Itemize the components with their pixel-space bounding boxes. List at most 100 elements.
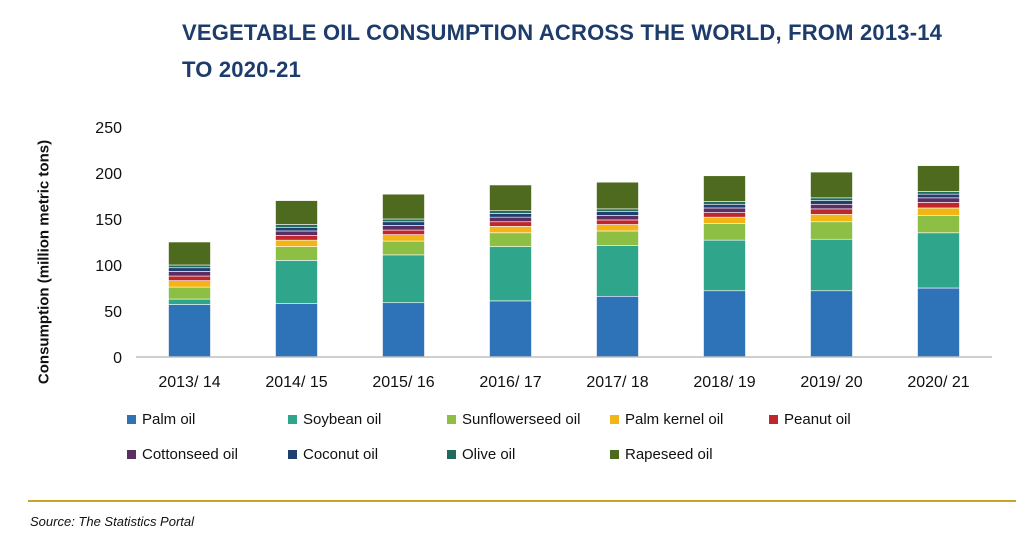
- y-tick-label: 0: [113, 350, 122, 367]
- x-axis: 2013/ 14 2014/ 15 2015/ 16 2016/ 17 2017/ 18…: [158, 374, 969, 391]
- bar-segment-sunflowerseed-oil: [596, 230, 639, 246]
- legend-swatch: [447, 415, 456, 424]
- legend-item: Soybean oil: [288, 411, 381, 428]
- bar-segment-coconut-oil: [703, 203, 746, 209]
- bar-segment-palm-oil: [382, 302, 425, 358]
- bar-segment-coconut-oil: [596, 211, 639, 216]
- legend-swatch: [127, 450, 136, 459]
- legend-label: Palm oil: [142, 411, 196, 428]
- legend-swatch: [288, 415, 297, 424]
- legend-label: Rapeseed oil: [625, 446, 713, 463]
- legend-item: Palm kernel oil: [610, 411, 723, 428]
- legend-item: Palm oil: [127, 411, 195, 428]
- bar-segment-palm-oil: [168, 304, 211, 358]
- bar-stack: [489, 184, 532, 358]
- x-tick-label: 2013/ 14: [158, 374, 220, 391]
- bar-segment-soybean-oil: [596, 245, 639, 297]
- bar-segment-palm-kernel-oil: [703, 216, 746, 224]
- bar-segment-cottonseed-oil: [810, 203, 853, 210]
- bar-segment-peanut-oil: [810, 208, 853, 215]
- legend-swatch: [447, 450, 456, 459]
- legend-label: Cottonseed oil: [142, 446, 238, 463]
- bar-stack: [382, 193, 425, 358]
- bar-segment-cottonseed-oil: [489, 216, 532, 223]
- bar-segment-palm-kernel-oil: [596, 224, 639, 232]
- bar-segment-palm-oil: [703, 290, 746, 358]
- bar-segment-soybean-oil: [489, 246, 532, 302]
- bar-segment-palm-kernel-oil: [382, 234, 425, 242]
- bar-segment-olive-oil: [489, 210, 532, 214]
- legend-item: Coconut oil: [288, 446, 378, 463]
- x-tick-label: 2020/ 21: [907, 374, 969, 391]
- bar-segment-sunflowerseed-oil: [810, 221, 853, 240]
- bar-stack: [596, 181, 639, 358]
- bar-segment-soybean-oil: [810, 238, 853, 292]
- bar-segment-cottonseed-oil: [703, 207, 746, 213]
- bar-stack: [168, 241, 211, 358]
- x-tick-label: 2015/ 16: [372, 374, 434, 391]
- chart-title: VEGETABLE OIL CONSUMPTION ACROSS THE WOR…: [182, 20, 943, 82]
- divider: [28, 500, 1016, 502]
- bar-segment-soybean-oil: [275, 260, 318, 304]
- bar-segment-palm-kernel-oil: [489, 226, 532, 234]
- legend-label: Palm kernel oil: [625, 411, 724, 428]
- bar-segment-olive-oil: [810, 197, 853, 201]
- bar-segment-olive-oil: [703, 201, 746, 205]
- bar-series: [168, 165, 960, 358]
- legend-item: Rapeseed oil: [610, 446, 713, 463]
- bar-segment-sunflowerseed-oil: [382, 240, 425, 256]
- bar-segment-palm-oil: [810, 290, 853, 358]
- bar-segment-cottonseed-oil: [168, 271, 211, 277]
- bar-segment-rapeseed-oil: [703, 175, 746, 202]
- y-axis-label: Consumption (million metric tons): [35, 139, 53, 385]
- bar-segment-coconut-oil: [810, 200, 853, 205]
- bar-segment-olive-oil: [596, 208, 639, 212]
- bar-segment-palm-kernel-oil: [275, 239, 318, 247]
- bar-segment-peanut-oil: [168, 275, 211, 281]
- legend-label: Coconut oil: [303, 446, 379, 463]
- bar-segment-coconut-oil: [275, 226, 318, 232]
- bar-segment-soybean-oil: [917, 232, 960, 289]
- bar-segment-soybean-oil: [168, 298, 211, 305]
- bar-segment-sunflowerseed-oil: [917, 215, 960, 234]
- bar-segment-cottonseed-oil: [275, 230, 318, 236]
- bar-segment-palm-kernel-oil: [168, 280, 211, 288]
- y-tick-label: 150: [95, 212, 122, 229]
- x-tick-label: 2014/ 15: [265, 374, 327, 391]
- bar-segment-cottonseed-oil: [596, 215, 639, 221]
- x-tick-label: 2019/ 20: [800, 374, 862, 391]
- legend-label: Peanut oil: [784, 411, 851, 428]
- bar-segment-sunflowerseed-oil: [275, 246, 318, 261]
- bar-segment-palm-oil: [275, 303, 318, 358]
- x-tick-label: 2016/ 17: [479, 374, 541, 391]
- bar-segment-coconut-oil: [382, 221, 425, 226]
- bar-segment-peanut-oil: [382, 229, 425, 235]
- legend-item: Cottonseed oil: [127, 446, 238, 463]
- chart-canvas: 0 50 100 150 200 250 2013/ 14 2014/ 15 2015/ 16…: [95, 120, 992, 391]
- bar-segment-peanut-oil: [489, 221, 532, 227]
- y-tick-label: 250: [95, 120, 122, 137]
- x-tick-label: 2017/ 18: [586, 374, 648, 391]
- legend-item: Sunflowerseed oil: [447, 411, 580, 428]
- bar-segment-palm-oil: [596, 295, 639, 358]
- bar-segment-peanut-oil: [596, 219, 639, 225]
- bar-segment-olive-oil: [917, 191, 960, 195]
- bar-segment-palm-kernel-oil: [810, 214, 853, 223]
- bar-segment-peanut-oil: [917, 202, 960, 209]
- bar-segment-rapeseed-oil: [168, 241, 211, 266]
- bar-segment-peanut-oil: [703, 212, 746, 218]
- bar-segment-rapeseed-oil: [596, 181, 639, 210]
- legend-item: Peanut oil: [769, 411, 851, 428]
- bar-segment-rapeseed-oil: [275, 200, 318, 225]
- legend-label: Soybean oil: [303, 411, 382, 428]
- bar-segment-sunflowerseed-oil: [168, 286, 211, 300]
- bar-stack: [703, 175, 746, 358]
- bar-segment-palm-oil: [489, 300, 532, 358]
- bar-segment-sunflowerseed-oil: [703, 223, 746, 241]
- bar-segment-coconut-oil: [168, 267, 211, 272]
- legend-swatch: [610, 450, 619, 459]
- bar-segment-palm-kernel-oil: [917, 207, 960, 216]
- bar-segment-palm-oil: [917, 287, 960, 358]
- bar-segment-rapeseed-oil: [810, 171, 853, 199]
- bar-segment-olive-oil: [382, 218, 425, 223]
